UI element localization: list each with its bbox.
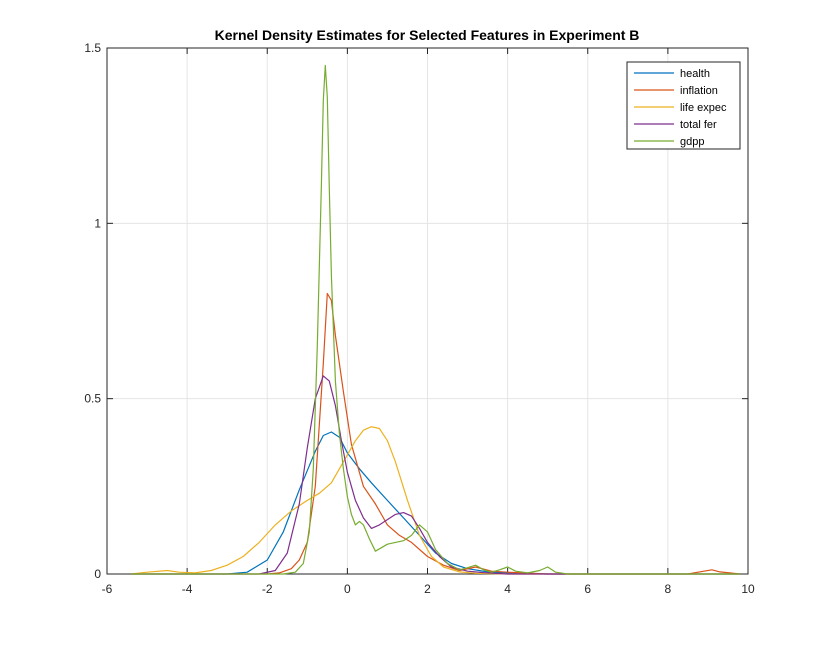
x-tick-label: -4 bbox=[182, 582, 193, 596]
x-tick-labels: -6 -4 -2 0 2 4 6 8 10 bbox=[102, 582, 755, 596]
axis-ticks bbox=[106, 47, 749, 575]
series-line-health bbox=[131, 431, 740, 575]
x-tick-label: 6 bbox=[584, 582, 591, 596]
series-line-life-expec bbox=[130, 426, 740, 575]
x-tick-label: 8 bbox=[665, 582, 672, 596]
legend-label-life-expec: life expec bbox=[680, 102, 727, 114]
y-tick-label: 1 bbox=[94, 216, 101, 230]
x-tick-label: 4 bbox=[504, 582, 511, 596]
x-tick-label: -6 bbox=[102, 582, 113, 596]
x-tick-label: 0 bbox=[344, 582, 351, 596]
legend-box bbox=[626, 61, 741, 150]
x-tick-label: -2 bbox=[262, 582, 273, 596]
legend-label-total-fer: total fer bbox=[680, 119, 717, 131]
legend-label-inflation: inflation bbox=[680, 85, 718, 97]
x-tick-label: 10 bbox=[741, 582, 755, 596]
series-line-gdpp bbox=[131, 64, 740, 575]
x-tick-label: 2 bbox=[424, 582, 431, 596]
legend: health inflation life expec total fer gdpp bbox=[626, 61, 741, 150]
legend-label-gdpp: gdpp bbox=[680, 136, 704, 148]
y-tick-label: 0 bbox=[94, 567, 101, 581]
y-tick-label: 0.5 bbox=[84, 392, 101, 406]
chart-title: Kernel Density Estimates for Selected Fe… bbox=[215, 27, 640, 43]
y-tick-label: 1.5 bbox=[84, 41, 101, 55]
y-tick-labels: 0 0.5 1 1.5 bbox=[84, 41, 101, 581]
series-lines bbox=[130, 64, 741, 575]
legend-label-health: health bbox=[680, 68, 710, 80]
